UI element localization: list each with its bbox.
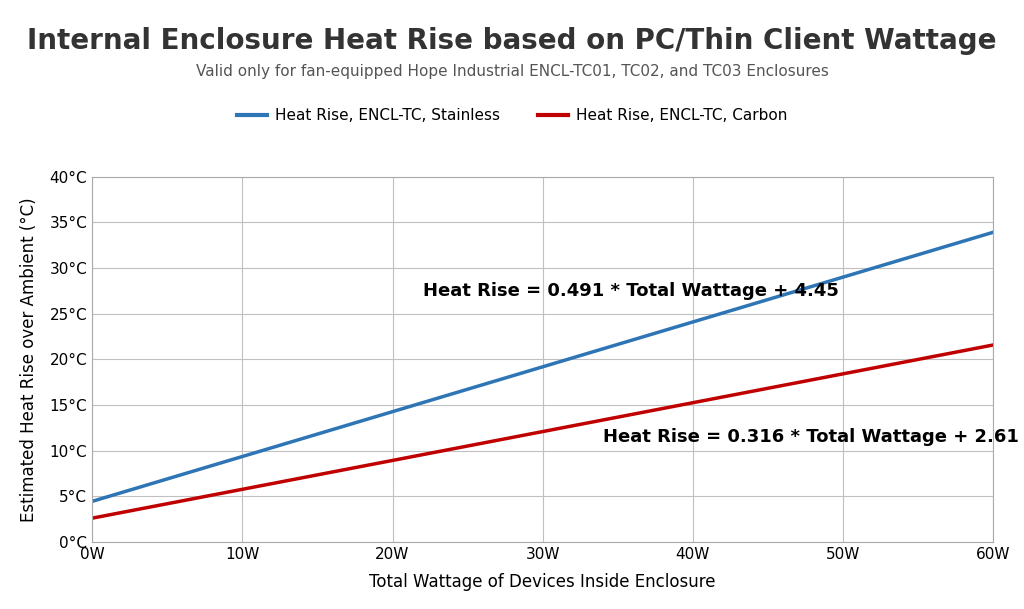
- Text: Heat Rise = 0.491 * Total Wattage + 4.45: Heat Rise = 0.491 * Total Wattage + 4.45: [423, 282, 839, 300]
- Heat Rise, ENCL-TC, Carbon: [623, 412, 635, 419]
- Heat Rise, ENCL-TC, Carbon: [903, 357, 915, 365]
- Line: Heat Rise, ENCL-TC, Stainless: Heat Rise, ENCL-TC, Stainless: [92, 232, 993, 501]
- Heat Rise, ENCL-TC, Carbon: [638, 409, 650, 416]
- Heat Rise, ENCL-TC, Carbon: [620, 412, 632, 419]
- Heat Rise, ENCL-TC, Carbon: [89, 514, 101, 521]
- Heat Rise, ENCL-TC, Stainless: [903, 254, 915, 261]
- Heat Rise, ENCL-TC, Stainless: [987, 228, 999, 236]
- Text: Valid only for fan-equipped Hope Industrial ENCL-TC01, TC02, and TC03 Enclosures: Valid only for fan-equipped Hope Industr…: [196, 64, 828, 79]
- Heat Rise, ENCL-TC, Carbon: [846, 368, 858, 376]
- Heat Rise, ENCL-TC, Carbon: [987, 341, 999, 348]
- Text: Internal Enclosure Heat Rise based on PC/Thin Client Wattage: Internal Enclosure Heat Rise based on PC…: [28, 27, 996, 55]
- Heat Rise, ENCL-TC, Stainless: [623, 337, 635, 345]
- Line: Heat Rise, ENCL-TC, Carbon: Heat Rise, ENCL-TC, Carbon: [92, 345, 993, 518]
- Text: Heat Rise = 0.316 * Total Wattage + 2.61: Heat Rise = 0.316 * Total Wattage + 2.61: [603, 428, 1019, 446]
- Y-axis label: Estimated Heat Rise over Ambient (°C): Estimated Heat Rise over Ambient (°C): [20, 197, 39, 522]
- Heat Rise, ENCL-TC, Stainless: [89, 497, 101, 504]
- Heat Rise, ENCL-TC, Stainless: [846, 271, 858, 278]
- Heat Rise, ENCL-TC, Stainless: [86, 498, 98, 505]
- Heat Rise, ENCL-TC, Stainless: [620, 339, 632, 346]
- X-axis label: Total Wattage of Devices Inside Enclosure: Total Wattage of Devices Inside Enclosur…: [370, 573, 716, 591]
- Heat Rise, ENCL-TC, Carbon: [86, 515, 98, 522]
- Legend: Heat Rise, ENCL-TC, Stainless, Heat Rise, ENCL-TC, Carbon: Heat Rise, ENCL-TC, Stainless, Heat Rise…: [237, 108, 787, 123]
- Heat Rise, ENCL-TC, Stainless: [638, 333, 650, 340]
